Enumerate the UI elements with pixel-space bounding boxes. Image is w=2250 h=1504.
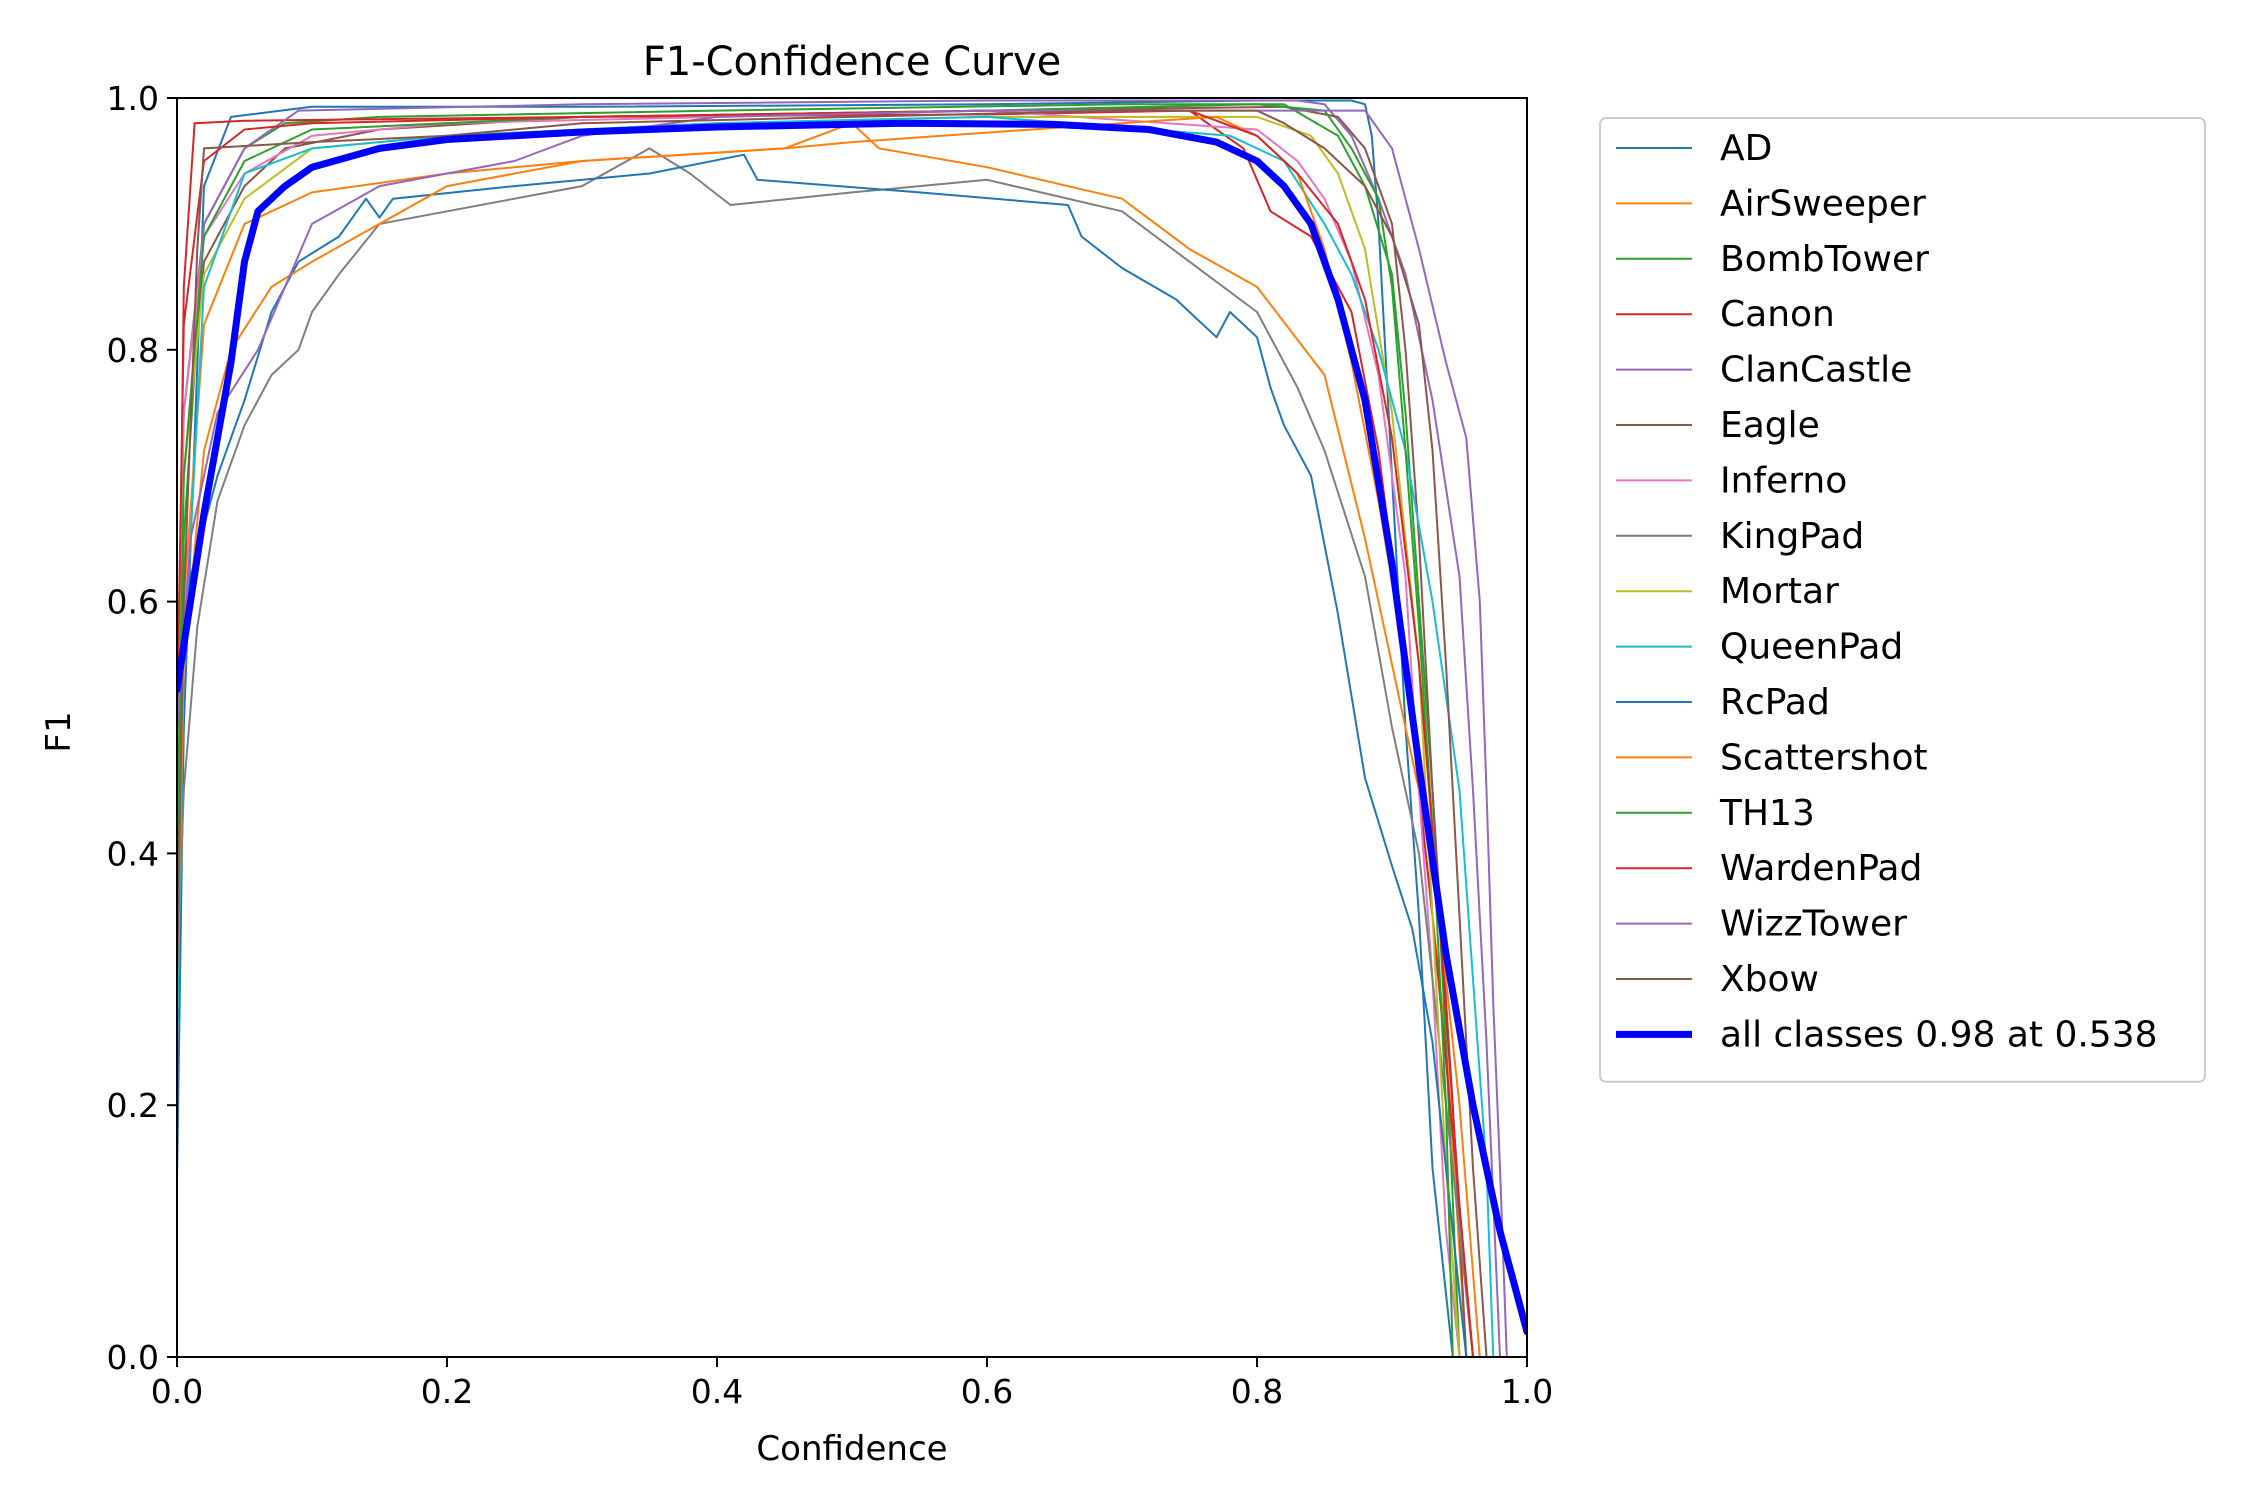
series-line-3 [177, 109, 1474, 1358]
legend-label: KingPad [1720, 516, 1864, 557]
legend-label: WardenPad [1720, 848, 1922, 889]
x-axis: 0.0 0.2 0.4 0.6 0.8 1.0 [151, 1357, 1553, 1411]
series-line-10 [177, 153, 1468, 1358]
legend-label: QueenPad [1720, 627, 1903, 668]
x-tick-label: 0.2 [421, 1372, 473, 1411]
series-line-4 [177, 99, 1501, 1358]
x-tick-label: 0.8 [1231, 1372, 1283, 1411]
x-tick-label: 1.0 [1501, 1372, 1553, 1411]
legend-label: RcPad [1720, 682, 1830, 723]
legend-label: ClanCastle [1720, 350, 1912, 391]
legend-label: Mortar [1720, 571, 1839, 612]
series-line-7 [177, 147, 1474, 1358]
x-tick-label: 0.4 [691, 1372, 743, 1411]
y-tick-label: 1.0 [107, 79, 159, 118]
series-line-14 [177, 109, 1508, 1358]
series-line-11 [177, 115, 1481, 1358]
legend-label: WizzTower [1720, 904, 1907, 945]
legend-label: BombTower [1720, 239, 1929, 280]
series-line-13 [177, 109, 1474, 1358]
series-lines [177, 99, 1527, 1358]
legend-label: AirSweeper [1720, 183, 1926, 224]
series-line-9 [177, 115, 1495, 1358]
legend-label: Eagle [1720, 405, 1820, 446]
x-axis-label: Confidence [756, 1429, 947, 1469]
y-tick-label: 0.0 [107, 1338, 159, 1377]
chart-title: F1-Confidence Curve [643, 39, 1062, 85]
series-line-1 [177, 122, 1468, 1358]
legend-frame [1599, 117, 2206, 1083]
legend-label: Inferno [1720, 460, 1847, 501]
series-line-8 [177, 115, 1461, 1358]
y-tick-label: 0.4 [107, 834, 159, 873]
y-tick-label: 0.2 [107, 1086, 159, 1125]
plot-area [176, 97, 1528, 1358]
y-axis: 0.0 0.2 0.4 0.6 0.8 1.0 [107, 79, 177, 1377]
series-line-2 [177, 103, 1461, 1358]
x-tick-label: 0.0 [151, 1372, 203, 1411]
legend-label: Xbow [1720, 959, 1819, 1000]
legend-label: Canon [1720, 294, 1835, 335]
legend-label: TH13 [1719, 793, 1815, 834]
legend-label: AD [1720, 128, 1772, 169]
y-tick-label: 0.8 [107, 331, 159, 370]
y-axis-label: F1 [39, 711, 79, 752]
series-line-0 [177, 99, 1454, 1358]
series-line-16 [177, 119, 1527, 1336]
series-line-6 [177, 109, 1461, 1358]
legend-label: Scattershot [1720, 737, 1928, 778]
series-line-15 [177, 109, 1488, 1358]
series-line-5 [177, 105, 1468, 1358]
plot-frame [176, 97, 1528, 1358]
x-tick-label: 0.6 [961, 1372, 1013, 1411]
y-tick-label: 0.6 [107, 583, 159, 622]
legend: AD AirSweeper BombTower Canon ClanCastle Eagl… [1599, 117, 2206, 1083]
legend-label: all classes 0.98 at 0.538 [1720, 1014, 2158, 1055]
